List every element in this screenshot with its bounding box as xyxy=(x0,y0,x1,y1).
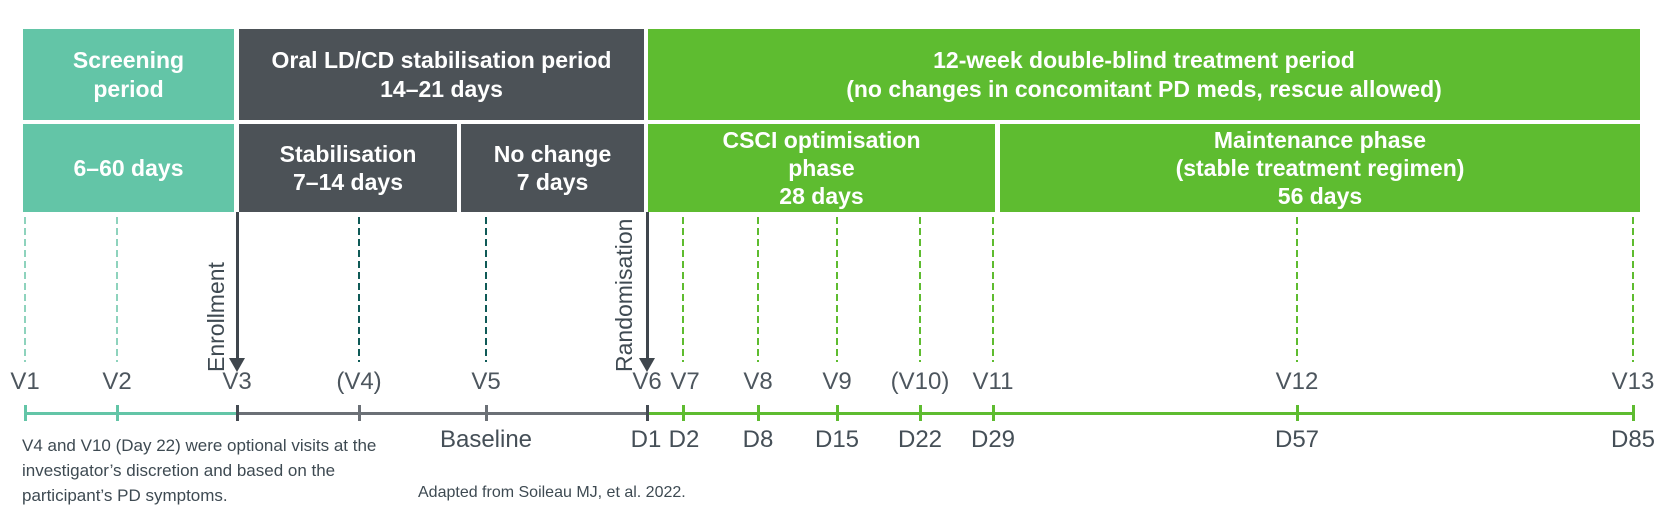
visit-guide-line-v7 xyxy=(682,217,684,362)
visit-guide-line-v10 xyxy=(919,217,921,362)
day-label-d1: D1 xyxy=(630,426,662,453)
day-label-d57: D57 xyxy=(1274,426,1320,453)
subphase-stabilisation-box: Stabilisation 7–14 days xyxy=(239,124,457,212)
timeline-tick-v9 xyxy=(836,405,839,421)
enrollment-arrow-line xyxy=(236,212,239,360)
day-label-d22: D22 xyxy=(897,426,943,453)
timeline-segment-screening xyxy=(24,412,237,415)
visit-guide-line-v2 xyxy=(116,217,118,362)
optional-visits-footnote: V4 and V10 (Day 22) were optional visits… xyxy=(22,436,377,505)
visit-guide-line-v1 xyxy=(24,217,26,362)
visit-guide-line-v8 xyxy=(757,217,759,362)
enrollment-label: Enrollment xyxy=(203,262,229,372)
phase-screening-box: Screening period xyxy=(23,29,234,120)
day-label-d2: D2 xyxy=(668,426,700,453)
timeline-segment-oral xyxy=(237,412,647,415)
day-label-d85: D85 xyxy=(1610,426,1656,453)
timeline-tick-v10 xyxy=(919,405,922,421)
visit-label-v9: V9 xyxy=(822,368,852,395)
day-label-d15: D15 xyxy=(814,426,860,453)
phase-oral-stabilisation-box: Oral LD/CD stabilisation period 14–21 da… xyxy=(239,29,644,120)
visit-label-v6: V6 xyxy=(632,368,662,395)
visit-guide-line-v13 xyxy=(1632,217,1634,362)
visit-guide-line-v4 xyxy=(358,217,360,362)
timeline-tick-v1 xyxy=(24,405,27,421)
timeline-tick-v6 xyxy=(646,405,649,421)
day-label-d8: D8 xyxy=(742,426,774,453)
timeline-tick-v4 xyxy=(358,405,361,421)
visit-label-v8: V8 xyxy=(743,368,773,395)
subphase-no-change-box: No change 7 days xyxy=(461,124,644,212)
visit-guide-line-v9 xyxy=(836,217,838,362)
timeline-tick-v11 xyxy=(992,405,995,421)
visit-label-v13: V13 xyxy=(1611,368,1655,395)
timeline-tick-v3 xyxy=(236,405,239,421)
baseline-label: Baseline xyxy=(439,426,533,453)
visit-label-v7: V7 xyxy=(670,368,700,395)
visit-label-v1: V1 xyxy=(10,368,40,395)
randomisation-arrow-head xyxy=(639,358,655,372)
visit-label-v10: (V10) xyxy=(890,368,950,395)
timeline-segment-treatment xyxy=(647,412,1635,415)
subphase-screening-duration-box: 6–60 days xyxy=(23,124,234,212)
visit-guide-line-v12 xyxy=(1296,217,1298,362)
timeline-tick-v12 xyxy=(1296,405,1299,421)
visit-label-v3: V3 xyxy=(222,368,252,395)
visit-guide-line-v11 xyxy=(992,217,994,362)
timeline-tick-v8 xyxy=(757,405,760,421)
timeline-tick-v5 xyxy=(485,405,488,421)
visit-label-v4: (V4) xyxy=(336,368,382,395)
phase-treatment-box: 12-week double-blind treatment period (n… xyxy=(648,29,1640,120)
randomisation-arrow-line xyxy=(646,212,649,360)
visit-label-v11: V11 xyxy=(972,368,1014,395)
source-credit: Adapted from Soileau MJ, et al. 2022. xyxy=(418,484,686,501)
day-label-d29: D29 xyxy=(970,426,1016,453)
subphase-csci-optimisation-box: CSCI optimisation phase 28 days xyxy=(648,124,995,212)
timeline-tick-v13 xyxy=(1632,405,1635,421)
visit-guide-line-v5 xyxy=(485,217,487,362)
visit-label-v2: V2 xyxy=(102,368,132,395)
visit-label-v5: V5 xyxy=(471,368,501,395)
randomisation-label: Randomisation xyxy=(611,218,637,372)
visit-label-v12: V12 xyxy=(1275,368,1319,395)
timeline-tick-v7 xyxy=(682,405,685,421)
enrollment-arrow-head xyxy=(229,358,245,372)
timeline-tick-v2 xyxy=(116,405,119,421)
subphase-maintenance-box: Maintenance phase (stable treatment regi… xyxy=(1000,124,1640,212)
